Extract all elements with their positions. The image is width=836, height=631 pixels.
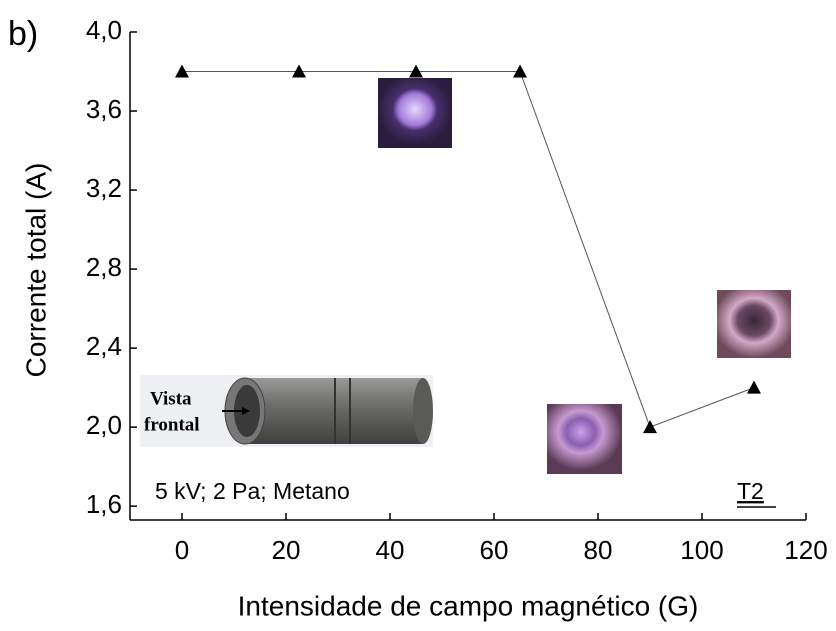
inset-label: Vista <box>150 388 192 409</box>
x-tick-label: 100 <box>680 535 723 565</box>
page: Vista frontal b) 5 kV; 2 Pa; Metano T2 I… <box>0 0 836 631</box>
annotation: 5 kV; 2 Pa; Metano <box>155 478 350 504</box>
y-tick-label: 1,6 <box>86 489 122 519</box>
y-tick-label: 3,2 <box>86 173 122 203</box>
inset-label: frontal <box>144 414 200 435</box>
x-tick-label: 20 <box>272 535 301 565</box>
y-tick-label: 4,0 <box>86 15 122 45</box>
x-tick-label: 0 <box>175 535 189 565</box>
photo <box>547 404 622 474</box>
y-tick-label: 2,4 <box>86 331 122 361</box>
x-tick-label: 80 <box>584 535 613 565</box>
x-tick-label: 60 <box>480 535 509 565</box>
marker <box>643 420 657 433</box>
y-tick-label: 3,6 <box>86 94 122 124</box>
photo <box>378 78 452 148</box>
chart: Vista frontal b) 5 kV; 2 Pa; Metano T2 I… <box>0 0 836 631</box>
x-tick-label: 40 <box>376 535 405 565</box>
y-tick-label: 2,0 <box>86 410 122 440</box>
cylinder-end <box>413 378 433 444</box>
y-tick-label: 2,8 <box>86 252 122 282</box>
x-tick-label: 120 <box>784 535 827 565</box>
panel-label: b) <box>8 15 38 53</box>
annotation: T2 <box>737 478 764 504</box>
series-line <box>182 72 754 428</box>
y-axis-title: Corrente total (A) <box>20 163 51 378</box>
x-axis-title: Intensidade de campo magnético (G) <box>238 590 699 621</box>
marker <box>747 381 761 394</box>
photo <box>717 290 791 358</box>
